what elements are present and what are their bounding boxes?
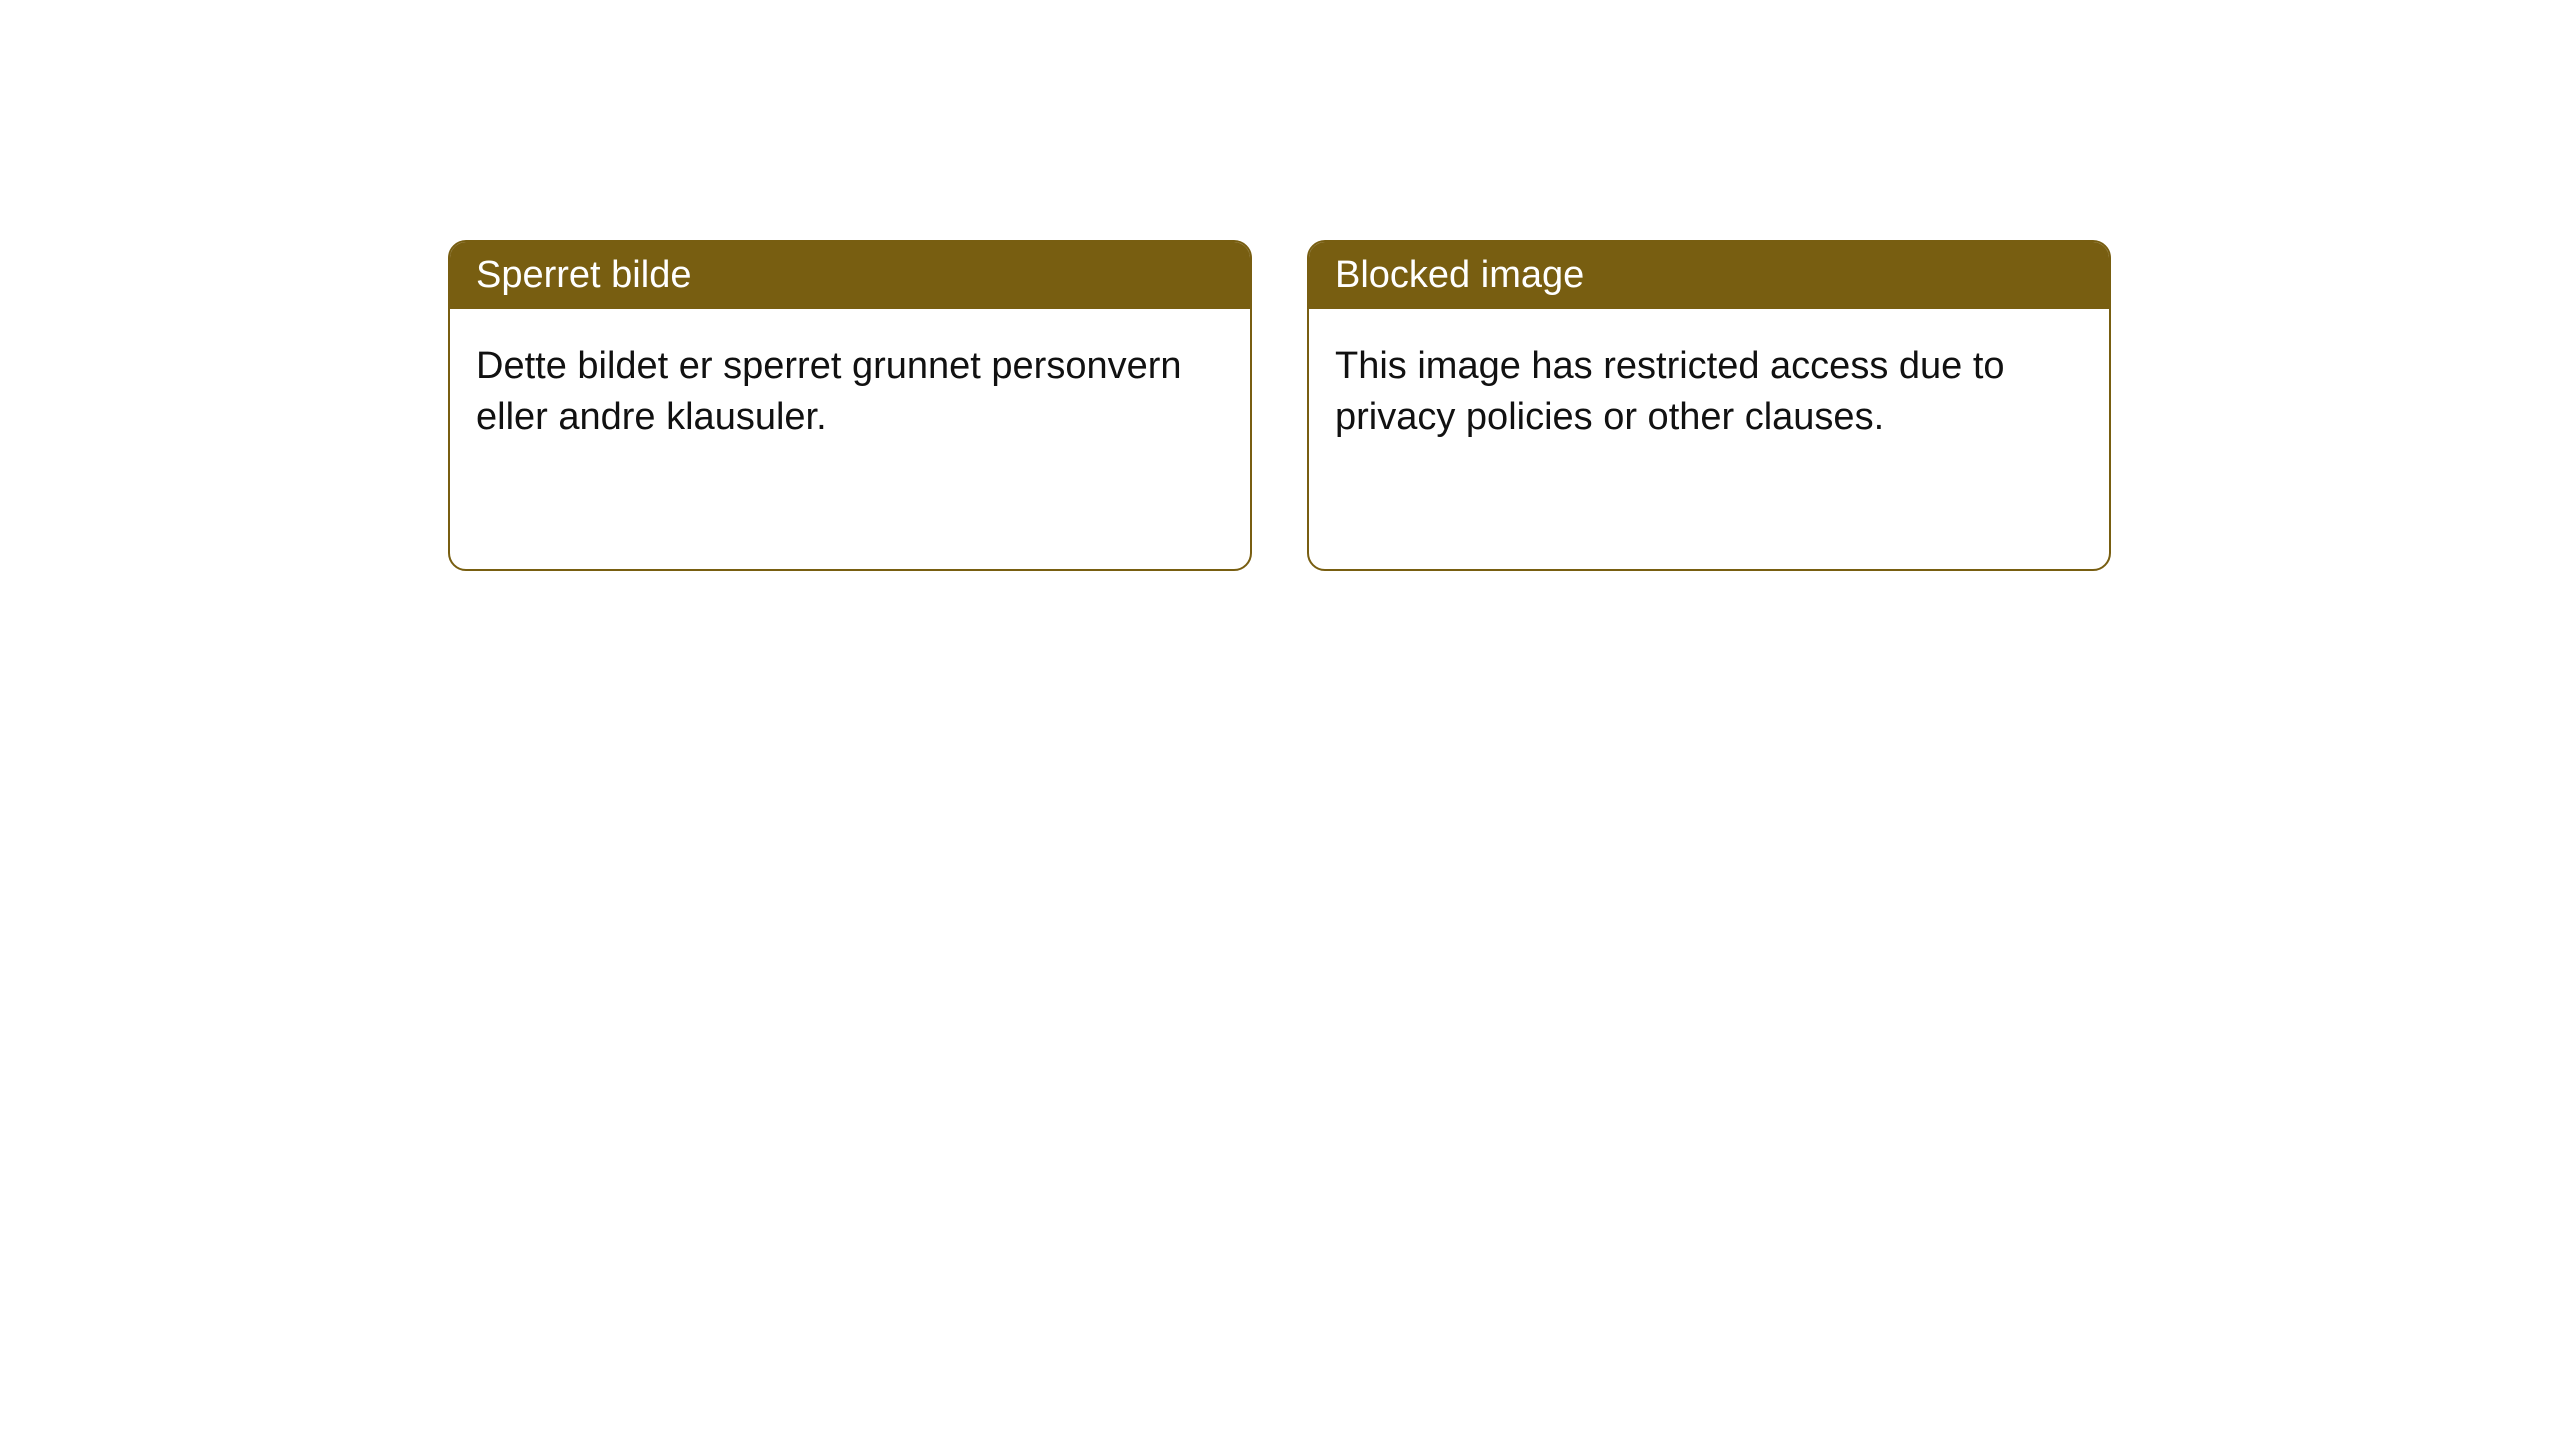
notice-card-body: This image has restricted access due to …	[1309, 309, 2109, 569]
notice-card-english: Blocked image This image has restricted …	[1307, 240, 2111, 571]
notice-card-norwegian: Sperret bilde Dette bildet er sperret gr…	[448, 240, 1252, 571]
notice-card-body: Dette bildet er sperret grunnet personve…	[450, 309, 1250, 569]
notice-card-title: Sperret bilde	[450, 242, 1250, 309]
notice-card-title: Blocked image	[1309, 242, 2109, 309]
notice-card-container: Sperret bilde Dette bildet er sperret gr…	[448, 240, 2111, 571]
